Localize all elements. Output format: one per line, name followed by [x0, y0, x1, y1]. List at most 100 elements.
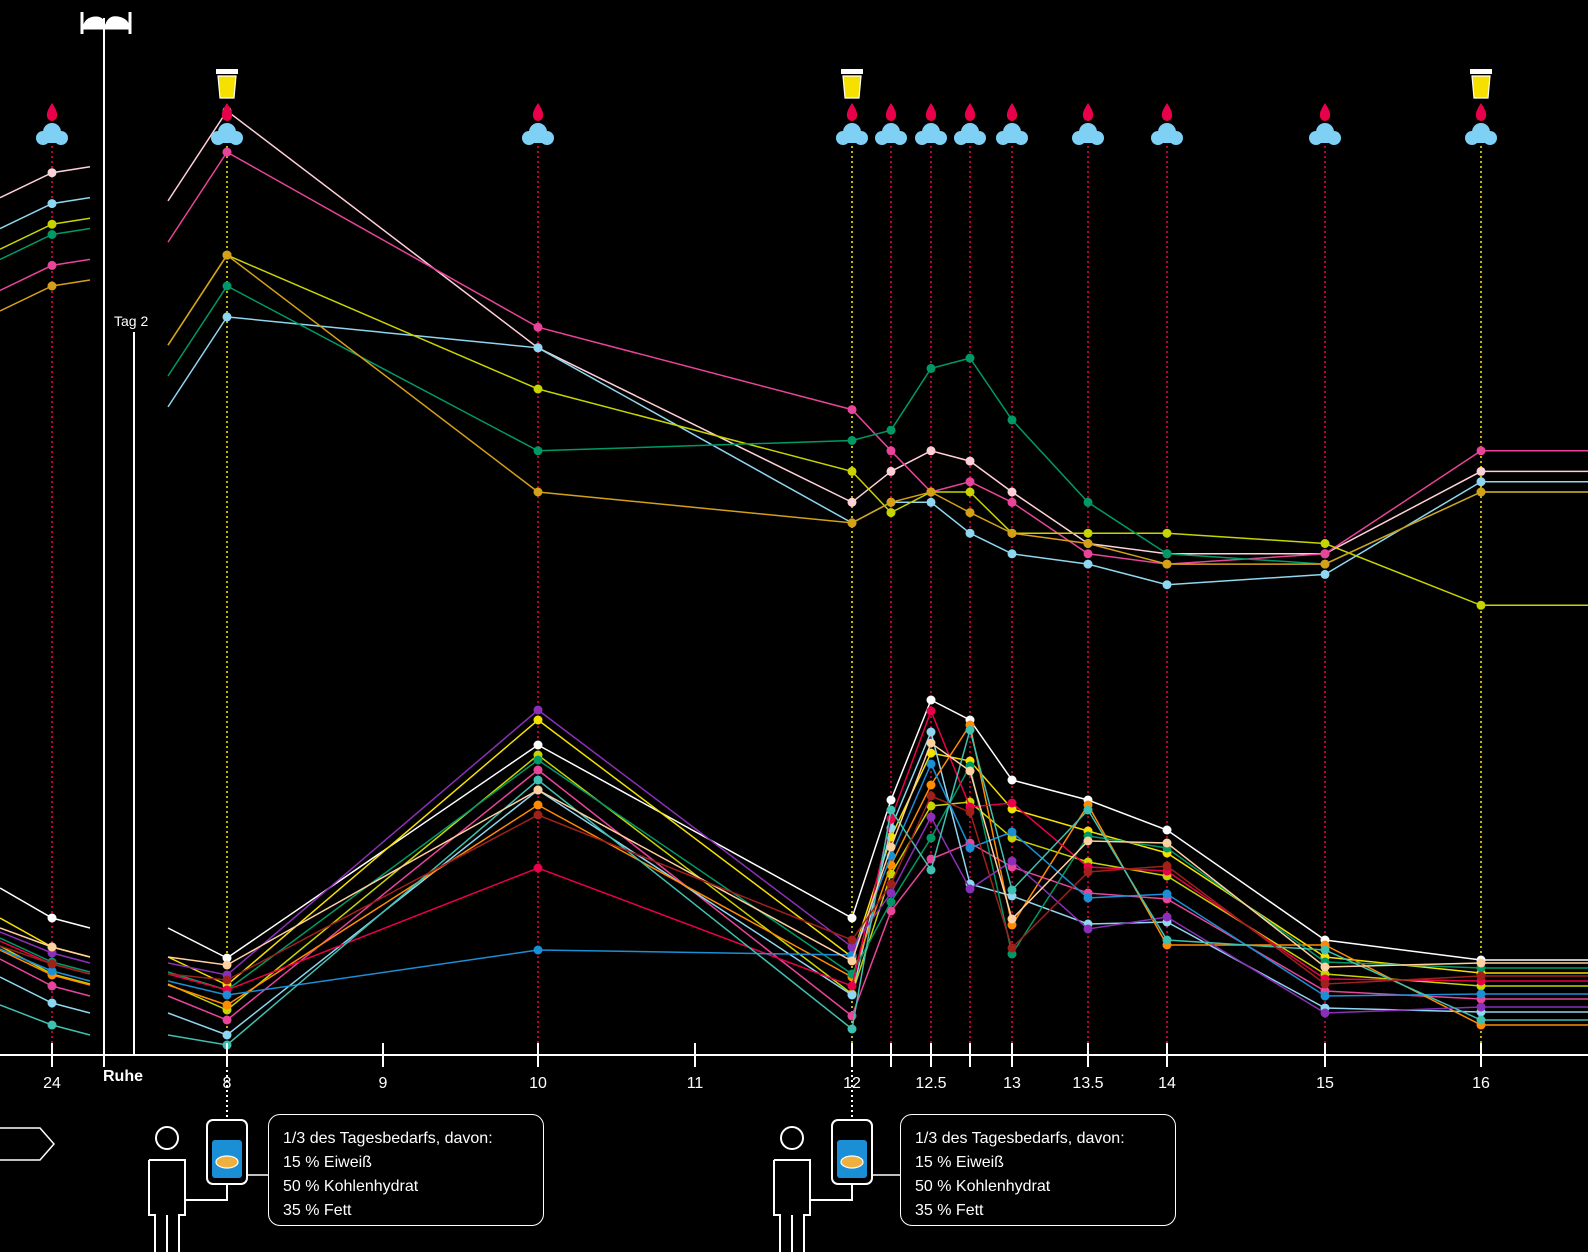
lower-series-point: [1476, 958, 1486, 968]
series-line-pre-rest: [0, 196, 91, 230]
series-line-pre-rest: [0, 165, 91, 199]
person-body: [148, 1159, 186, 1252]
lower-series-line: [167, 741, 1588, 968]
lower-series-point: [1083, 924, 1093, 934]
lower-series-point: [1320, 979, 1330, 989]
lower-series-point: [926, 738, 936, 748]
series-point: [965, 477, 975, 487]
lower-series-point: [222, 960, 232, 970]
series-point: [47, 219, 57, 229]
meal-info-line: 50 % Kohlenhydrat: [915, 1178, 1051, 1195]
lower-series-point: [965, 725, 975, 735]
sample-guides: [51, 146, 1482, 1050]
lower-series-point: [886, 888, 896, 898]
lower-series-point: [965, 843, 975, 853]
series-point: [926, 363, 936, 373]
series-point: [847, 466, 857, 476]
meal-info-line: 1/3 des Tagesbedarfs, davon:: [283, 1130, 493, 1147]
meal-info-line: 35 % Fett: [915, 1202, 984, 1219]
lower-series-point: [47, 959, 57, 969]
breath-cloud-icon: [1465, 123, 1497, 145]
breath-cloud-icon: [36, 123, 68, 145]
lower-series-point: [1007, 914, 1017, 924]
series-point: [533, 384, 543, 394]
lower-series-point: [886, 906, 896, 916]
cloud-part: [916, 136, 946, 143]
series-point: [965, 508, 975, 518]
lower-series-point: [533, 945, 543, 955]
lower-series-point: [533, 800, 543, 810]
series-point: [1007, 487, 1017, 497]
lower-series-point: [222, 1030, 232, 1040]
lower-series-point: [1083, 893, 1093, 903]
cup-body: [217, 75, 237, 99]
series-point: [1476, 446, 1486, 456]
lower-series-point: [222, 990, 232, 1000]
blood-drop-icon: [1006, 103, 1018, 121]
lower-series-point: [222, 975, 232, 985]
series-point: [926, 487, 936, 497]
lower-series-point: [1007, 856, 1017, 866]
x-tick-label: 14: [1158, 1075, 1176, 1092]
x-tick-label: 24: [43, 1075, 61, 1092]
bed-icon-shape: [80, 12, 132, 34]
breath-cloud-icon: [522, 123, 554, 145]
lower-series-point: [926, 759, 936, 769]
lower-series-point: [847, 913, 857, 923]
lower-series-point: [926, 791, 936, 801]
series-point: [886, 466, 896, 476]
cup-lid: [1470, 69, 1492, 74]
person-head: [780, 1126, 804, 1150]
lower-series-point: [1083, 805, 1093, 815]
meal-bag-icon: [810, 1070, 900, 1201]
series-point: [847, 436, 857, 445]
x-tick-label: 8: [223, 1075, 232, 1092]
cloud-part: [1310, 136, 1340, 143]
lower-series-point: [533, 755, 543, 765]
series-line: [167, 254, 1588, 607]
x-axis: 24 8 9 10 11 12 12.5 13 13.5 14 15 16: [0, 12, 1588, 1161]
series-point: [47, 281, 57, 291]
cup-lid: [841, 69, 863, 74]
series-line: [167, 316, 1588, 586]
lower-series-point: [222, 1015, 232, 1025]
lower-series-point: [1162, 912, 1172, 922]
lower-series-point: [1476, 1002, 1486, 1012]
blood-drop-icon: [1475, 103, 1487, 121]
series-point: [533, 446, 543, 456]
series-line-pre-rest: [0, 258, 91, 292]
lower-series-point: [1320, 962, 1330, 972]
series-point: [47, 168, 57, 178]
meal-info-line: 50 % Kohlenhydrat: [283, 1178, 419, 1195]
series-point: [1476, 487, 1486, 497]
lower-series-point: [1162, 935, 1172, 945]
lower-series-line: [167, 769, 1588, 1021]
series-line-pre-rest: [0, 227, 91, 261]
lower-series-point: [847, 1024, 857, 1034]
series-point: [965, 353, 975, 363]
lower-series-point: [886, 805, 896, 815]
series-point: [1083, 549, 1093, 559]
blood-drop-icon: [885, 103, 897, 121]
series-point: [1162, 580, 1172, 590]
lower-series-point: [1162, 825, 1172, 835]
series-point: [1007, 415, 1017, 425]
lower-series-point: [1007, 943, 1017, 953]
series-point: [1007, 528, 1017, 538]
lower-series-point: [847, 990, 857, 1000]
lower-series-point: [847, 935, 857, 945]
series-point: [47, 199, 57, 209]
lower-series-point: [926, 695, 936, 705]
series-point: [965, 487, 975, 497]
breath-cloud-icon: [1309, 123, 1341, 145]
lower-series-point: [1476, 971, 1486, 981]
series-point: [1162, 559, 1172, 569]
series-point: [533, 343, 543, 353]
lower-series-point: [1162, 889, 1172, 899]
bread-icon: [215, 1155, 239, 1169]
lower-series-point: [47, 966, 57, 976]
x-tick-label: 9: [379, 1075, 388, 1092]
rest-axis-label: Ruhe: [103, 1068, 143, 1085]
lower-series-point: [1007, 827, 1017, 837]
meal-info-line: 35 % Fett: [283, 1202, 352, 1219]
